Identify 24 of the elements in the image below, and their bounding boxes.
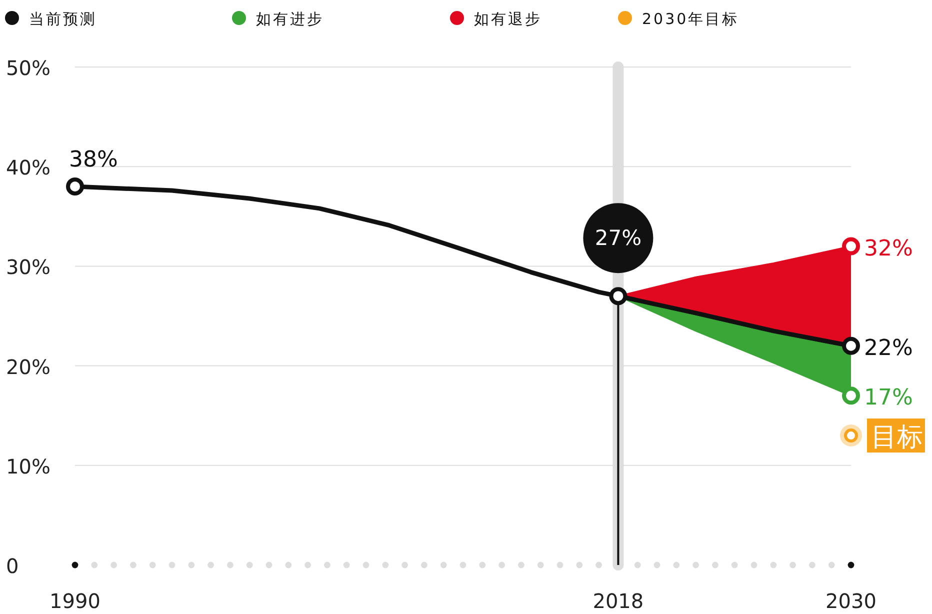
- legend-label: 如有退步: [474, 10, 542, 28]
- data-label: 38%: [69, 148, 118, 173]
- y-tick-label: 50%: [6, 56, 50, 80]
- legend-label: 当前预测: [29, 10, 97, 28]
- x-tick-label: 2030: [826, 589, 876, 613]
- x-tick-label: 2018: [592, 589, 644, 613]
- data-label: 27%: [594, 226, 642, 250]
- data-label: 32%: [864, 236, 913, 262]
- legend-label: 2030年目标: [642, 10, 740, 28]
- y-tick-label: 20%: [6, 354, 50, 379]
- x-tick-label: 1990: [50, 589, 100, 613]
- point: [842, 336, 860, 355]
- y-tick-label: 40%: [6, 156, 50, 180]
- point: [842, 237, 860, 256]
- y-tick-label: 30%: [6, 255, 50, 280]
- point: [842, 386, 860, 405]
- y-tick-label: 10%: [6, 454, 50, 478]
- point: [66, 178, 84, 196]
- point: [609, 287, 628, 306]
- legend-label: 如有进步: [256, 10, 324, 28]
- data-label: 17%: [864, 386, 913, 411]
- data-label: 22%: [864, 336, 913, 361]
- data-label: 目标: [871, 422, 923, 453]
- y-tick-label: 0: [6, 554, 19, 578]
